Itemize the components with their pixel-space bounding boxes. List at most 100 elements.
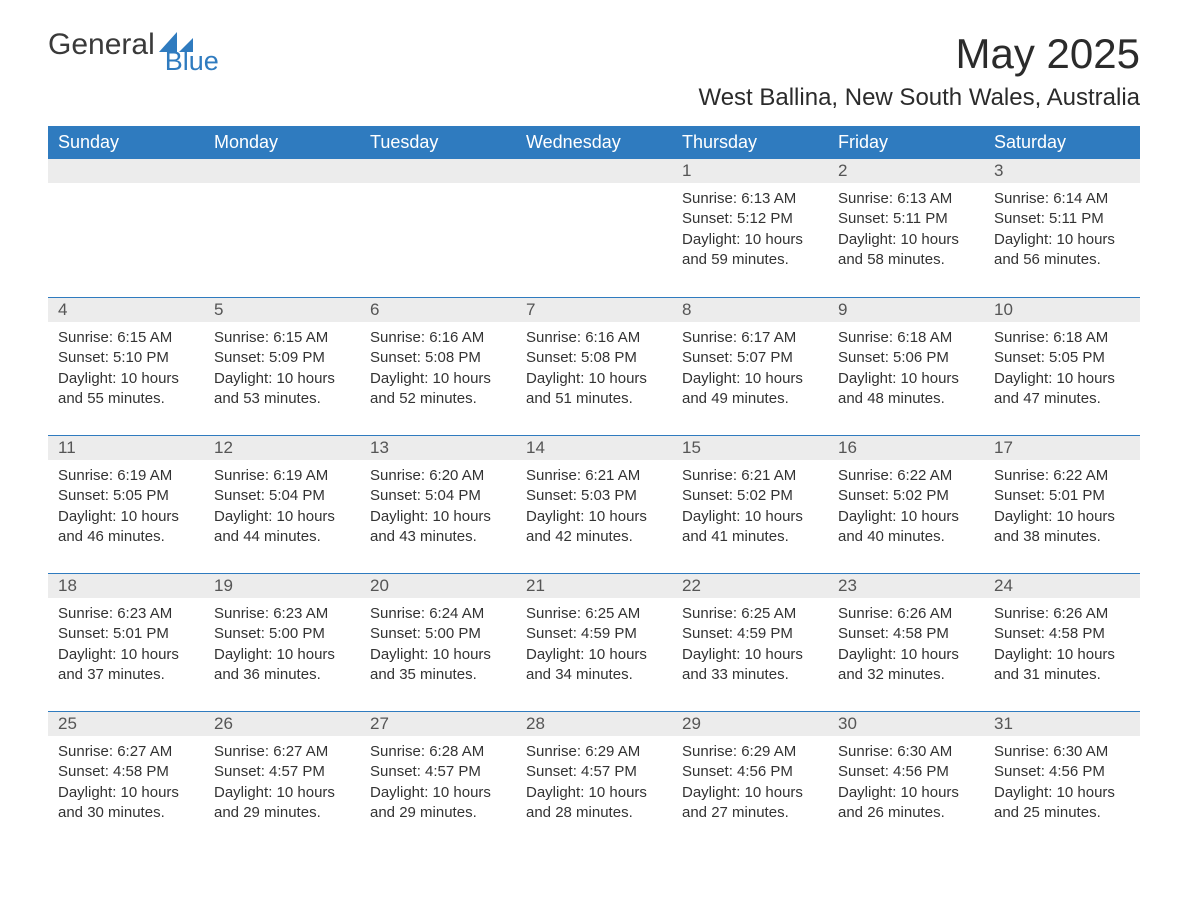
calendar-day-cell: 2Sunrise: 6:13 AMSunset: 5:11 PMDaylight…: [828, 159, 984, 297]
calendar-day-cell: 29Sunrise: 6:29 AMSunset: 4:56 PMDayligh…: [672, 711, 828, 849]
sunset-text: Sunset: 5:02 PM: [838, 486, 974, 506]
calendar-day-cell: 14Sunrise: 6:21 AMSunset: 5:03 PMDayligh…: [516, 435, 672, 573]
sunset-text: Sunset: 4:58 PM: [994, 624, 1130, 644]
sunset-text: Sunset: 4:58 PM: [58, 762, 194, 782]
calendar-day-cell: 12Sunrise: 6:19 AMSunset: 5:04 PMDayligh…: [204, 435, 360, 573]
calendar-day-cell: 17Sunrise: 6:22 AMSunset: 5:01 PMDayligh…: [984, 435, 1140, 573]
sunrise-text: Sunrise: 6:26 AM: [838, 604, 974, 624]
day-data: Sunrise: 6:18 AMSunset: 5:05 PMDaylight:…: [984, 322, 1140, 409]
calendar-day-cell: 10Sunrise: 6:18 AMSunset: 5:05 PMDayligh…: [984, 297, 1140, 435]
sunrise-text: Sunrise: 6:21 AM: [682, 466, 818, 486]
daylight-text: Daylight: 10 hours and 49 minutes.: [682, 369, 818, 410]
sunrise-text: Sunrise: 6:28 AM: [370, 742, 506, 762]
daylight-text: Daylight: 10 hours and 48 minutes.: [838, 369, 974, 410]
sunset-text: Sunset: 5:04 PM: [214, 486, 350, 506]
day-data: Sunrise: 6:20 AMSunset: 5:04 PMDaylight:…: [360, 460, 516, 547]
sunrise-text: Sunrise: 6:23 AM: [214, 604, 350, 624]
calendar-day-cell: 4Sunrise: 6:15 AMSunset: 5:10 PMDaylight…: [48, 297, 204, 435]
calendar-day-cell: [516, 159, 672, 297]
day-data: Sunrise: 6:27 AMSunset: 4:58 PMDaylight:…: [48, 736, 204, 823]
sunset-text: Sunset: 4:59 PM: [526, 624, 662, 644]
sunset-text: Sunset: 5:00 PM: [370, 624, 506, 644]
sunrise-text: Sunrise: 6:15 AM: [214, 328, 350, 348]
sunset-text: Sunset: 4:59 PM: [682, 624, 818, 644]
day-number: 12: [204, 435, 360, 460]
day-number: 19: [204, 573, 360, 598]
sunset-text: Sunset: 5:05 PM: [994, 348, 1130, 368]
sunset-text: Sunset: 4:57 PM: [370, 762, 506, 782]
day-data: Sunrise: 6:15 AMSunset: 5:10 PMDaylight:…: [48, 322, 204, 409]
calendar-day-cell: 15Sunrise: 6:21 AMSunset: 5:02 PMDayligh…: [672, 435, 828, 573]
day-data: Sunrise: 6:27 AMSunset: 4:57 PMDaylight:…: [204, 736, 360, 823]
sunset-text: Sunset: 5:09 PM: [214, 348, 350, 368]
weekday-header: Wednesday: [516, 126, 672, 159]
calendar-day-cell: 13Sunrise: 6:20 AMSunset: 5:04 PMDayligh…: [360, 435, 516, 573]
day-data: Sunrise: 6:29 AMSunset: 4:56 PMDaylight:…: [672, 736, 828, 823]
day-data: Sunrise: 6:16 AMSunset: 5:08 PMDaylight:…: [516, 322, 672, 409]
empty-daynum: [516, 159, 672, 183]
weekday-header: Monday: [204, 126, 360, 159]
day-data: Sunrise: 6:21 AMSunset: 5:03 PMDaylight:…: [516, 460, 672, 547]
day-data: Sunrise: 6:13 AMSunset: 5:12 PMDaylight:…: [672, 183, 828, 270]
daylight-text: Daylight: 10 hours and 31 minutes.: [994, 645, 1130, 686]
calendar-day-cell: 11Sunrise: 6:19 AMSunset: 5:05 PMDayligh…: [48, 435, 204, 573]
sunset-text: Sunset: 5:01 PM: [58, 624, 194, 644]
calendar-day-cell: 7Sunrise: 6:16 AMSunset: 5:08 PMDaylight…: [516, 297, 672, 435]
sunset-text: Sunset: 5:05 PM: [58, 486, 194, 506]
day-number: 6: [360, 297, 516, 322]
day-number: 10: [984, 297, 1140, 322]
sunset-text: Sunset: 4:57 PM: [214, 762, 350, 782]
sunrise-text: Sunrise: 6:22 AM: [994, 466, 1130, 486]
day-number: 13: [360, 435, 516, 460]
daylight-text: Daylight: 10 hours and 47 minutes.: [994, 369, 1130, 410]
sunset-text: Sunset: 5:00 PM: [214, 624, 350, 644]
calendar-day-cell: 1Sunrise: 6:13 AMSunset: 5:12 PMDaylight…: [672, 159, 828, 297]
sunset-text: Sunset: 4:56 PM: [838, 762, 974, 782]
sunset-text: Sunset: 4:58 PM: [838, 624, 974, 644]
page-title: May 2025: [956, 30, 1140, 78]
calendar-day-cell: 21Sunrise: 6:25 AMSunset: 4:59 PMDayligh…: [516, 573, 672, 711]
daylight-text: Daylight: 10 hours and 30 minutes.: [58, 783, 194, 824]
daylight-text: Daylight: 10 hours and 29 minutes.: [370, 783, 506, 824]
calendar-day-cell: [204, 159, 360, 297]
sunrise-text: Sunrise: 6:22 AM: [838, 466, 974, 486]
day-number: 16: [828, 435, 984, 460]
calendar-day-cell: 6Sunrise: 6:16 AMSunset: 5:08 PMDaylight…: [360, 297, 516, 435]
day-data: Sunrise: 6:30 AMSunset: 4:56 PMDaylight:…: [984, 736, 1140, 823]
day-data: Sunrise: 6:18 AMSunset: 5:06 PMDaylight:…: [828, 322, 984, 409]
day-number: 7: [516, 297, 672, 322]
day-data: Sunrise: 6:14 AMSunset: 5:11 PMDaylight:…: [984, 183, 1140, 270]
day-data: Sunrise: 6:13 AMSunset: 5:11 PMDaylight:…: [828, 183, 984, 270]
day-number: 22: [672, 573, 828, 598]
daylight-text: Daylight: 10 hours and 42 minutes.: [526, 507, 662, 548]
daylight-text: Daylight: 10 hours and 38 minutes.: [994, 507, 1130, 548]
daylight-text: Daylight: 10 hours and 28 minutes.: [526, 783, 662, 824]
calendar-day-cell: 5Sunrise: 6:15 AMSunset: 5:09 PMDaylight…: [204, 297, 360, 435]
calendar-table: SundayMondayTuesdayWednesdayThursdayFrid…: [48, 126, 1140, 849]
daylight-text: Daylight: 10 hours and 43 minutes.: [370, 507, 506, 548]
sunset-text: Sunset: 5:11 PM: [838, 209, 974, 229]
calendar-day-cell: 30Sunrise: 6:30 AMSunset: 4:56 PMDayligh…: [828, 711, 984, 849]
day-number: 23: [828, 573, 984, 598]
sunrise-text: Sunrise: 6:23 AM: [58, 604, 194, 624]
day-number: 8: [672, 297, 828, 322]
sunrise-text: Sunrise: 6:30 AM: [994, 742, 1130, 762]
sunset-text: Sunset: 5:08 PM: [526, 348, 662, 368]
calendar-week-row: 25Sunrise: 6:27 AMSunset: 4:58 PMDayligh…: [48, 711, 1140, 849]
weekday-header: Saturday: [984, 126, 1140, 159]
sunrise-text: Sunrise: 6:18 AM: [838, 328, 974, 348]
day-number: 2: [828, 159, 984, 183]
location-subtitle: West Ballina, New South Wales, Australia: [48, 84, 1140, 112]
daylight-text: Daylight: 10 hours and 44 minutes.: [214, 507, 350, 548]
sunset-text: Sunset: 5:06 PM: [838, 348, 974, 368]
daylight-text: Daylight: 10 hours and 33 minutes.: [682, 645, 818, 686]
daylight-text: Daylight: 10 hours and 46 minutes.: [58, 507, 194, 548]
day-number: 11: [48, 435, 204, 460]
day-data: Sunrise: 6:26 AMSunset: 4:58 PMDaylight:…: [828, 598, 984, 685]
sunrise-text: Sunrise: 6:30 AM: [838, 742, 974, 762]
daylight-text: Daylight: 10 hours and 41 minutes.: [682, 507, 818, 548]
calendar-week-row: 4Sunrise: 6:15 AMSunset: 5:10 PMDaylight…: [48, 297, 1140, 435]
day-data: Sunrise: 6:25 AMSunset: 4:59 PMDaylight:…: [516, 598, 672, 685]
header: General Blue May 2025: [48, 30, 1140, 78]
weekday-header: Friday: [828, 126, 984, 159]
